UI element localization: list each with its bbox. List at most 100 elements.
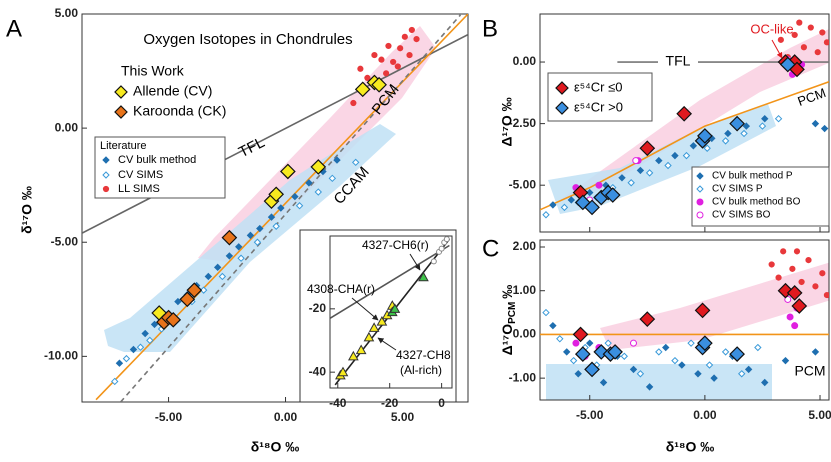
point <box>225 252 234 260</box>
point <box>586 339 594 347</box>
point <box>174 297 182 306</box>
y-label-part: Δ¹⁷O <box>499 324 515 356</box>
point <box>401 33 408 40</box>
point <box>348 350 359 361</box>
x-tick-label: -20 <box>381 396 399 410</box>
point <box>710 374 718 382</box>
legend-label: ε⁵⁴Cr >0 <box>574 99 623 114</box>
point <box>141 329 149 338</box>
point <box>780 248 787 255</box>
point <box>549 201 557 209</box>
point <box>406 51 413 59</box>
y-tick-label: -2.50 <box>509 116 537 130</box>
plot-area <box>82 14 468 402</box>
point <box>363 331 375 342</box>
point <box>738 370 746 378</box>
x-axis-label: δ¹⁸O ‰ <box>666 439 715 455</box>
point <box>761 114 769 123</box>
point <box>563 348 571 356</box>
point <box>671 151 679 160</box>
legend-label: CV SIMS P <box>712 184 763 195</box>
y-tick-label: 2.00 <box>513 239 537 253</box>
point <box>371 51 378 59</box>
point <box>389 303 401 313</box>
x-tick-label: -5.00 <box>155 410 183 424</box>
point <box>569 356 578 365</box>
point <box>791 322 799 330</box>
point <box>364 74 371 82</box>
x-tick-label: 5.00 <box>808 408 831 422</box>
point <box>574 346 591 362</box>
point <box>645 169 654 177</box>
point <box>671 356 679 365</box>
legend-label: CV bulk method P <box>712 171 793 182</box>
y-label-sub: PCM <box>507 302 518 324</box>
point <box>796 19 803 26</box>
point <box>199 286 208 294</box>
y-axis-label: δ¹⁷O ‰ <box>19 186 35 234</box>
point <box>378 56 385 63</box>
panel-letter: C <box>482 235 499 262</box>
point <box>136 343 145 351</box>
x-tick-label: -40 <box>329 396 347 410</box>
plot-frame <box>81 13 469 403</box>
y-tick-label: 0.00 <box>513 54 537 68</box>
point <box>697 335 713 352</box>
point <box>310 159 327 175</box>
point <box>678 361 686 369</box>
point <box>607 344 623 360</box>
point <box>542 211 550 219</box>
point <box>567 196 576 204</box>
point <box>721 348 730 356</box>
point <box>696 172 704 180</box>
point <box>629 339 637 347</box>
point <box>146 336 154 345</box>
y-tick-label: 5.00 <box>55 6 79 20</box>
point <box>350 99 357 107</box>
point <box>823 291 829 299</box>
point <box>604 187 621 203</box>
point <box>376 315 388 326</box>
point <box>385 42 392 50</box>
point <box>430 258 437 265</box>
point <box>383 70 390 77</box>
point <box>655 156 663 165</box>
point <box>729 115 745 132</box>
point <box>784 295 792 303</box>
annotation: 4327-CH8 <box>396 348 451 362</box>
point <box>636 166 645 175</box>
point <box>556 335 564 343</box>
point <box>639 311 656 327</box>
y-axis-label: Δ¹⁷O ‰ <box>499 97 515 146</box>
panel-letter: A <box>6 15 22 42</box>
point <box>354 81 371 98</box>
point <box>793 248 801 255</box>
point <box>696 185 704 193</box>
point <box>742 122 751 130</box>
point <box>703 144 711 152</box>
point <box>791 31 798 39</box>
point <box>629 365 638 374</box>
point <box>779 56 796 73</box>
point <box>632 157 640 165</box>
point <box>114 105 128 119</box>
point <box>102 185 110 193</box>
point <box>676 105 693 122</box>
point <box>357 65 364 72</box>
point <box>768 261 775 268</box>
y-tick-label: 0.00 <box>513 327 537 341</box>
arrow <box>377 337 397 351</box>
point <box>333 156 341 164</box>
point <box>627 179 635 187</box>
point <box>696 211 704 219</box>
panel-c: -5.00 0.00 5.00 2.00 1.00 0.00 -1.00 PCM <box>509 239 831 422</box>
y-tick-label: -40 <box>309 364 327 378</box>
point <box>246 231 255 240</box>
legend-label: CV bulk method BO <box>712 197 801 208</box>
point <box>280 163 296 180</box>
point <box>572 339 580 347</box>
annotation: (Al-rich) <box>400 363 442 377</box>
blue-region <box>546 364 772 400</box>
point <box>253 238 262 246</box>
point <box>786 313 794 321</box>
